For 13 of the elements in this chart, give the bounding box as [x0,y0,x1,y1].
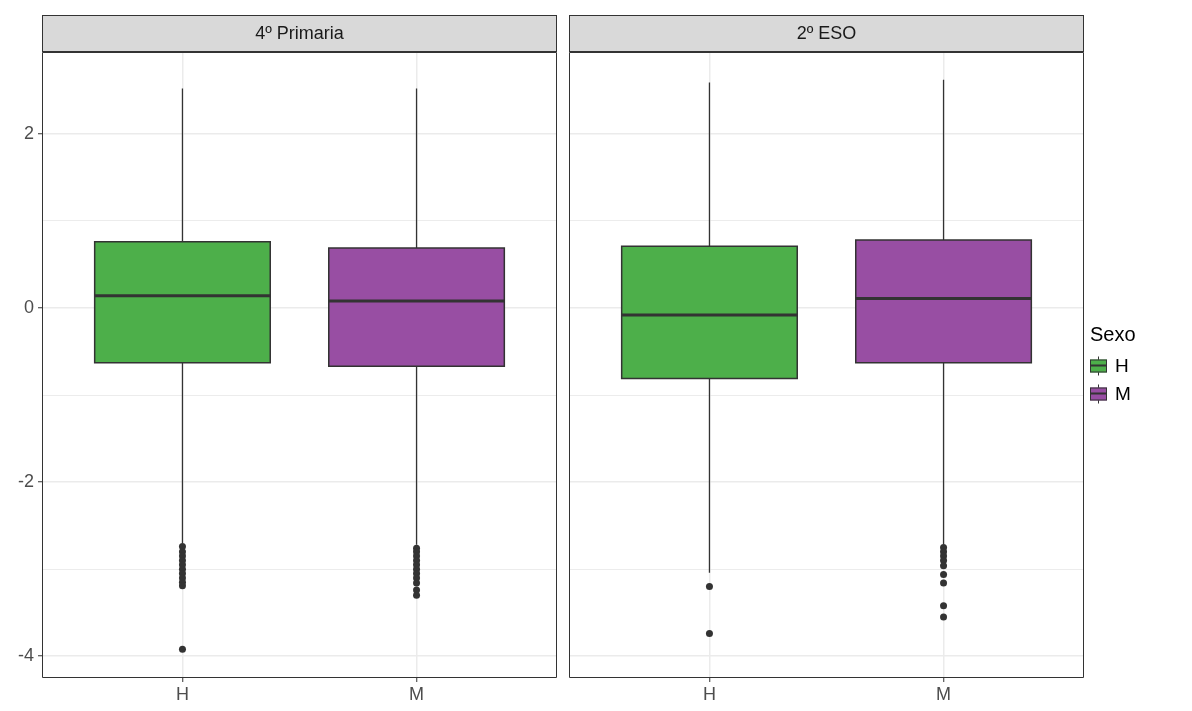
y-tick-label: 2 [23,122,34,143]
legend-label: H [1115,354,1129,377]
chart-title: 2º ESO [569,15,1084,52]
x-tick-label: H [702,683,716,704]
x-tick-label: M [936,683,952,704]
chart-title: 4º Primaria [42,15,557,52]
y-tick-label: -2 [17,471,34,492]
legend-label: M [1115,382,1131,405]
x-tick-label: H [175,683,189,704]
y-tick-label: 0 [23,296,34,317]
y-tick-label: -4 [17,645,34,666]
x-tick-label: M [409,683,425,704]
legend-title: Sexo [1090,322,1136,346]
